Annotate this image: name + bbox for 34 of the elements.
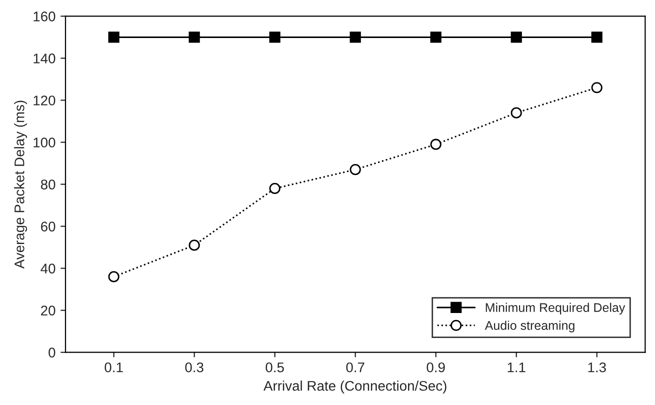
point [430,138,442,150]
x-tick-label: 1.1 [508,362,526,372]
x-tick-label: 0.5 [266,362,284,372]
point [591,82,602,94]
point [350,32,361,43]
x-tick-label: 0.3 [185,362,204,372]
y-tick-label: 0 [48,348,56,358]
y-tick-label: 80 [40,180,56,190]
x-tick-label: 0.7 [346,362,364,372]
legend-label: Audio streaming [484,320,574,332]
x-tick-label: 1.3 [588,362,606,372]
point [108,32,120,43]
point [269,182,280,194]
x-tick-label: 0.1 [104,362,123,372]
y-axis-title: Average Packet Delay (ms) [14,100,28,269]
y-tick-label: 120 [34,96,56,106]
y-tick-label: 140 [34,54,56,64]
y-tick-label: 100 [34,138,56,148]
y-tick-label: 60 [41,222,56,232]
y-tick-label: 40 [40,264,56,274]
point [269,32,280,43]
point [591,32,602,43]
point [188,32,200,43]
point [108,271,120,282]
x-tick-label: 0.9 [426,362,445,372]
legend-label: Minimum Required Delay [486,302,626,314]
point [510,107,522,118]
point [350,164,361,176]
y-tick-label: 160 [34,12,56,22]
point [510,32,522,43]
point [430,32,442,43]
point [188,240,200,251]
x-axis-title: Arrival Rate (Connection/Sec) [264,380,446,394]
y-tick-label: 20 [41,306,56,316]
